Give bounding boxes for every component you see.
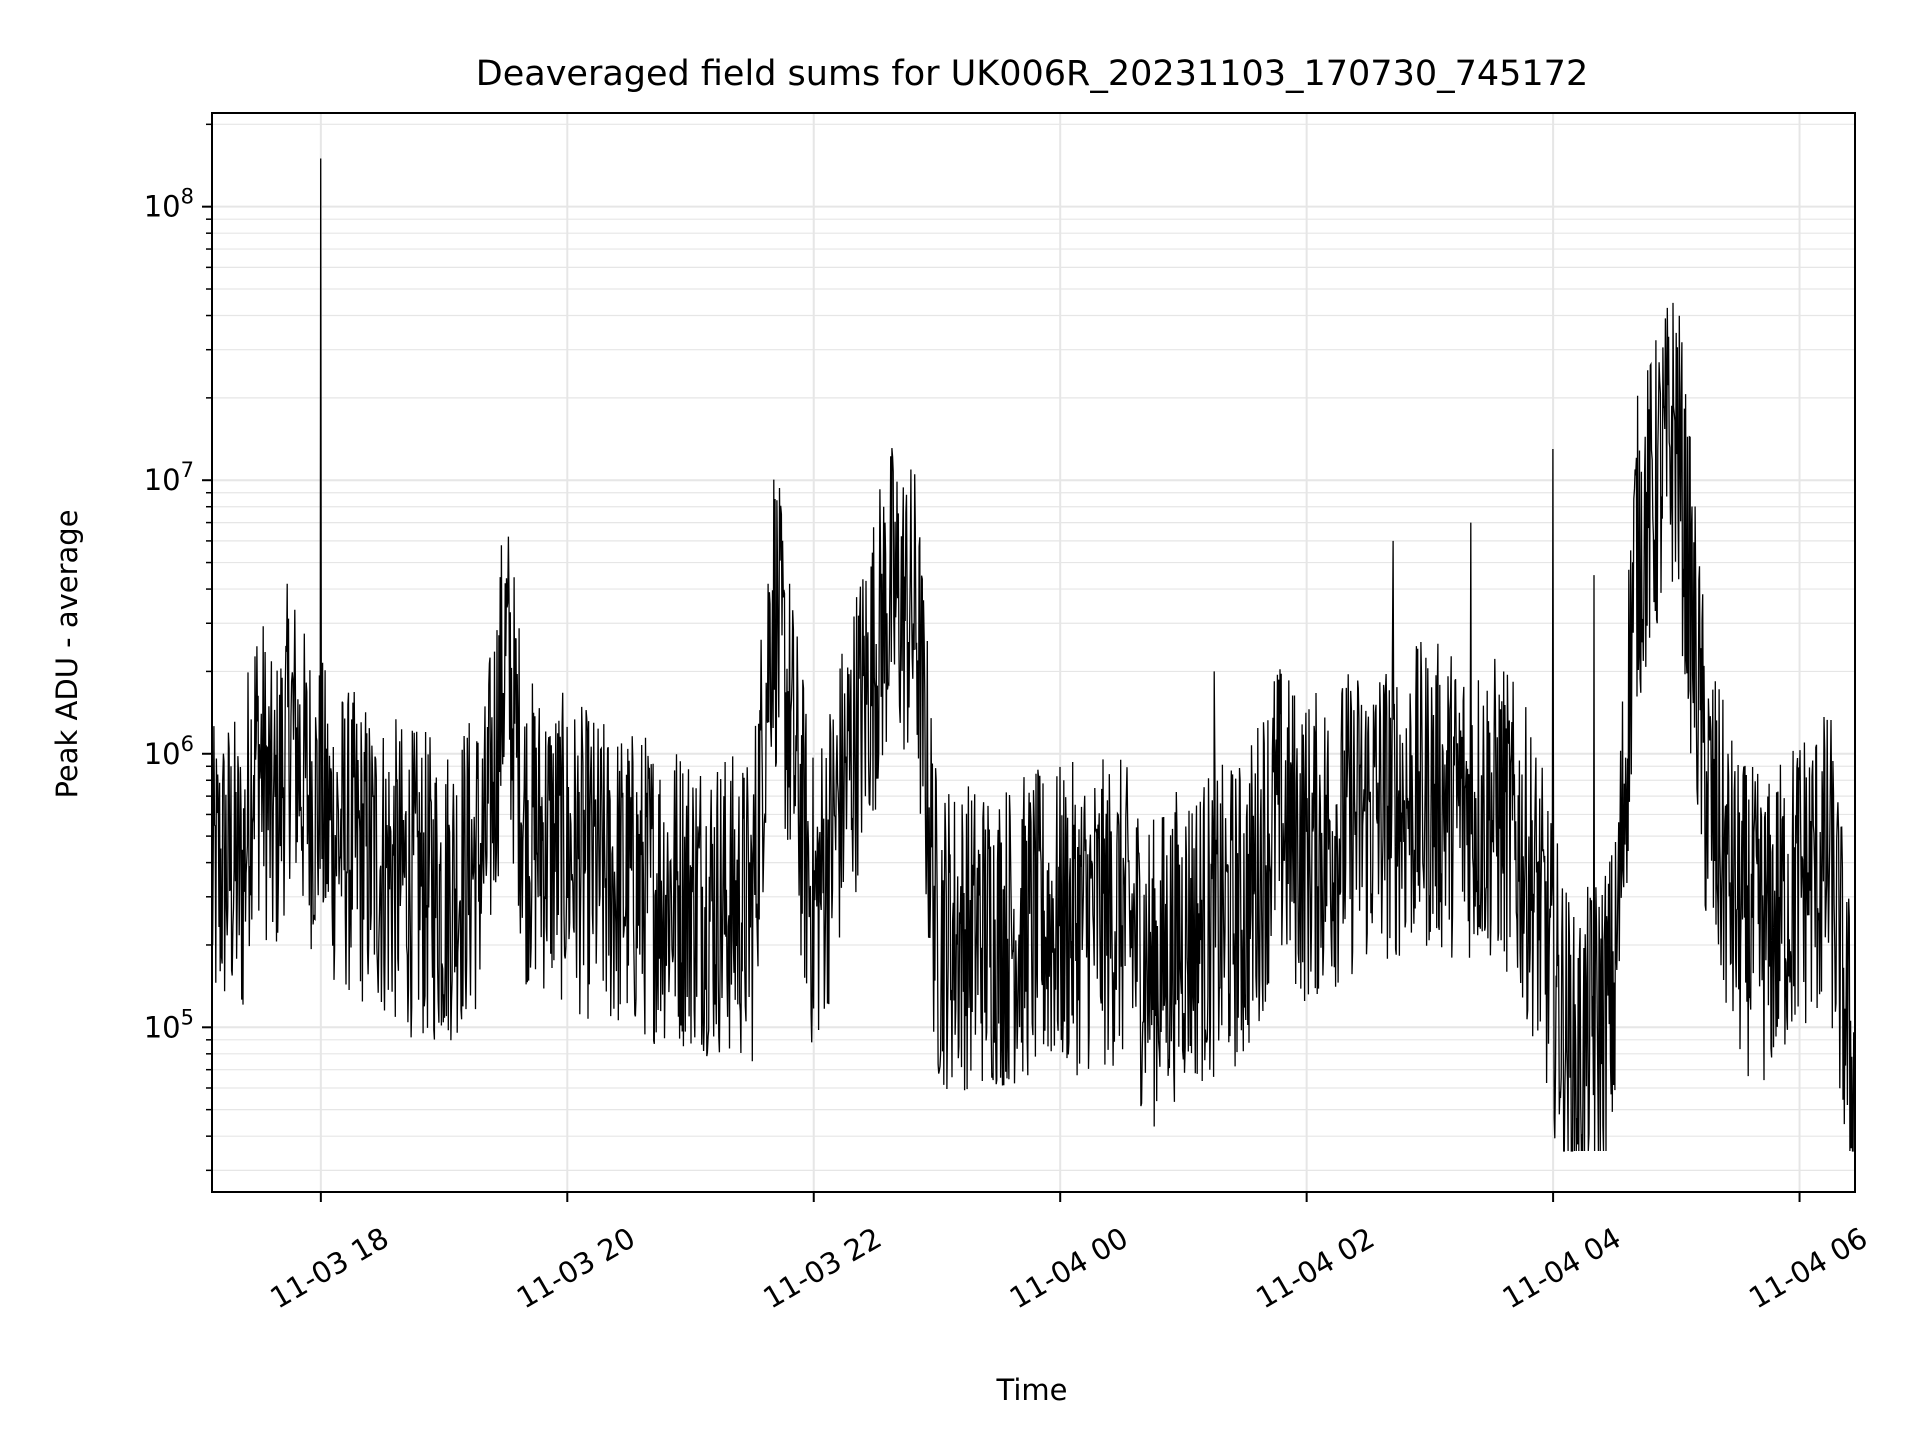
plot-frame [211,112,1856,1193]
y-axis-label: Peak ADU - average [50,509,84,798]
y-tick-label: 108 [144,185,194,224]
y-axis: 105 106 107 108 [144,123,212,1172]
series-line-0 [211,158,1856,1152]
y-tick-label: 106 [144,732,194,771]
chart-title: Deaveraged field sums for UK006R_2023110… [476,54,1588,94]
y-tick-label: 105 [144,1005,194,1044]
x-axis-label: Time [996,1373,1068,1407]
y-tick-label: 107 [144,458,194,497]
series-layer [211,158,1856,1152]
